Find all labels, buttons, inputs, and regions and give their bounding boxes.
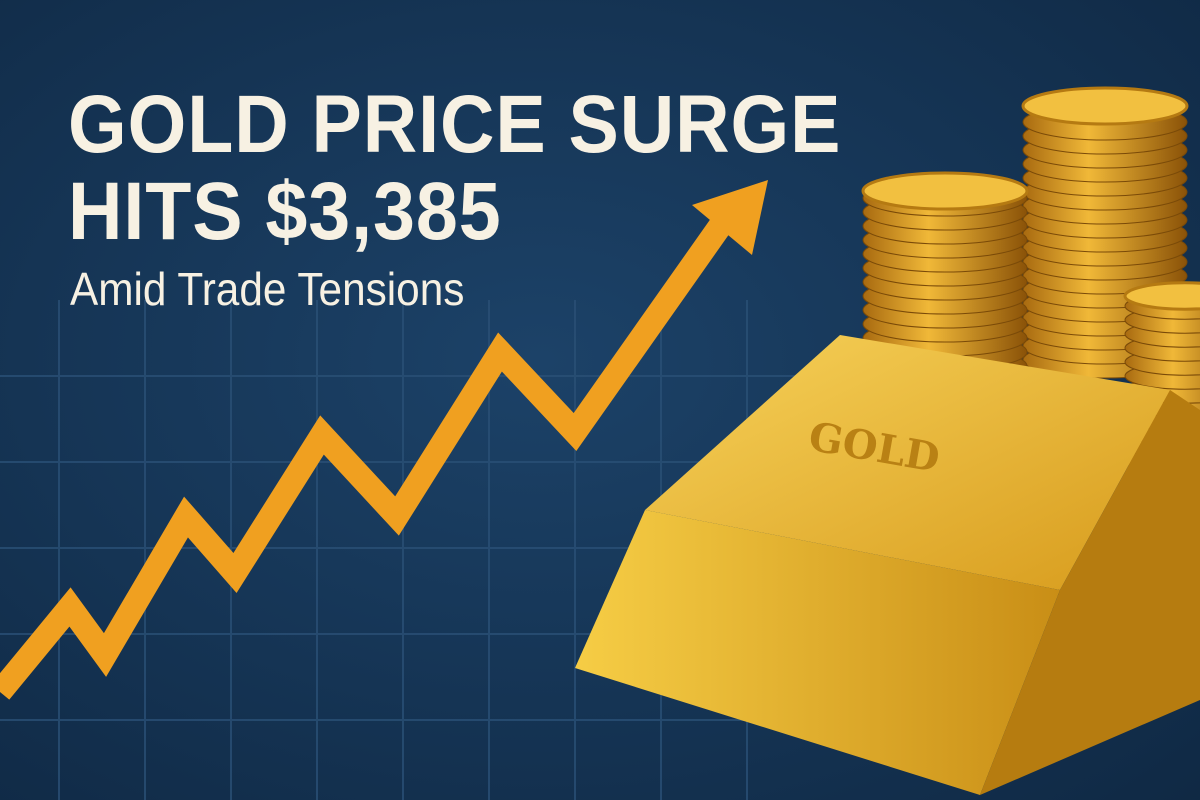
subtitle: Amid Trade Tensions bbox=[70, 263, 465, 315]
grid bbox=[0, 300, 800, 800]
gold-bar-icon: GOLD bbox=[575, 335, 1200, 795]
headline-line-2: HITS $3,385 bbox=[68, 166, 502, 257]
up-trend-arrow-icon bbox=[0, 198, 745, 700]
headline-line-1: GOLD PRICE SURGE bbox=[68, 79, 842, 170]
gold-coin-top bbox=[861, 171, 1029, 211]
arrow-head-icon bbox=[692, 180, 768, 255]
gold-coin-top bbox=[1021, 86, 1189, 126]
gold-coin-top bbox=[1123, 281, 1200, 311]
